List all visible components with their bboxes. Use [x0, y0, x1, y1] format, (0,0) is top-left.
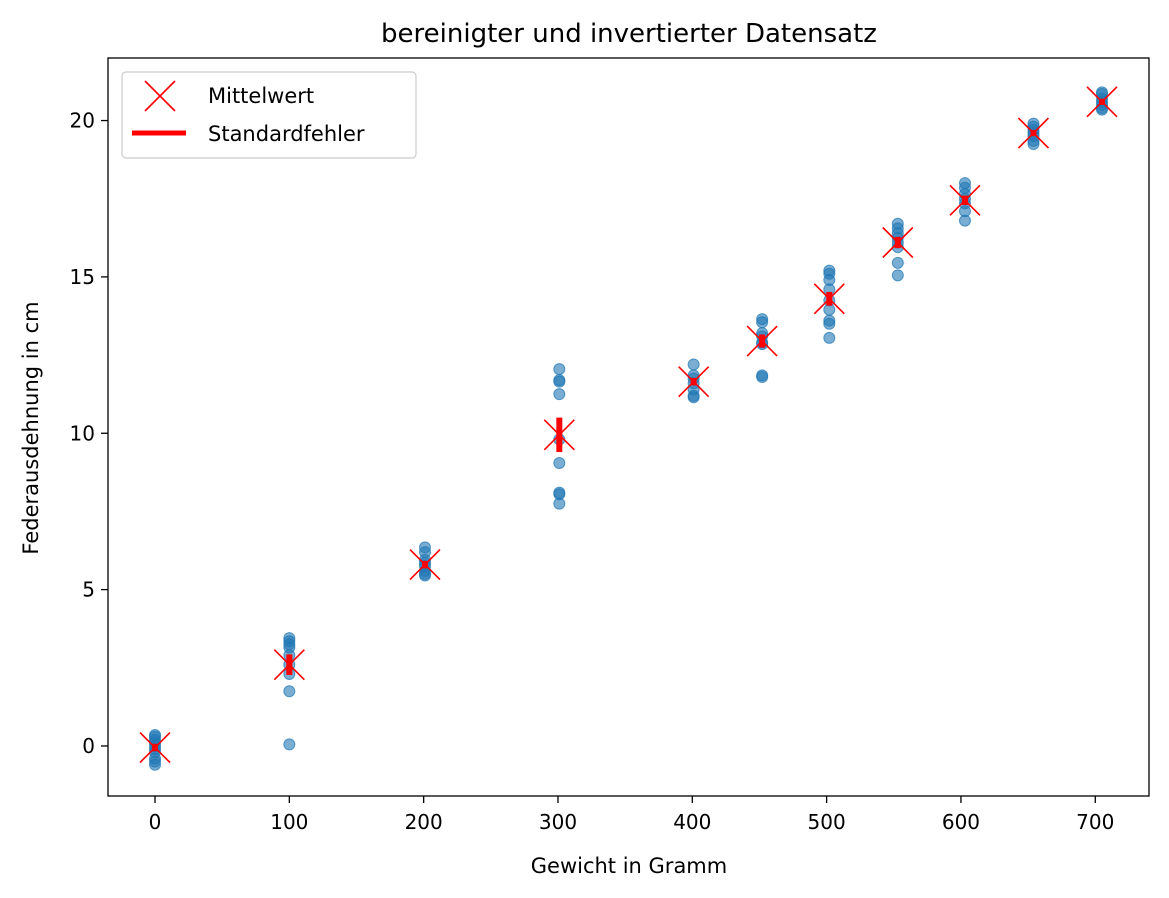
- mean-x-marker: [273, 649, 305, 681]
- legend-mean-x-marker: [144, 80, 176, 112]
- measurement-point: [553, 456, 566, 469]
- mean-x-marker: [409, 549, 441, 581]
- y-tick-label: 20: [70, 109, 95, 133]
- y-tick-label: 15: [70, 265, 95, 289]
- x-tick-label: 300: [539, 810, 577, 834]
- x-tick-label: 200: [405, 810, 443, 834]
- x-tick-label: 700: [1076, 810, 1114, 834]
- mean-x-marker: [813, 283, 845, 315]
- measurement-point: [553, 388, 566, 401]
- mean-x-marker: [1017, 117, 1050, 149]
- chart-title: bereinigter und invertierter Datensatz: [381, 19, 877, 49]
- y-tick-label: 5: [82, 578, 95, 602]
- measurement-point: [891, 269, 904, 282]
- measurement-point: [553, 497, 566, 510]
- measurement-point: [756, 370, 769, 383]
- measurement-point: [553, 375, 566, 388]
- x-tick-label: 0: [149, 810, 162, 834]
- x-tick-label: 100: [270, 810, 308, 834]
- measurement-point: [823, 331, 836, 344]
- legend-label-mean: Mittelwert: [208, 84, 314, 108]
- measurement-point: [687, 358, 700, 371]
- legend-label-error: Standardfehler: [208, 122, 365, 146]
- measurement-point: [553, 363, 566, 376]
- x-axis-label: Gewicht in Gramm: [531, 854, 727, 878]
- measurement-point: [823, 317, 836, 330]
- measurement-point: [283, 685, 296, 698]
- measurement-point: [1027, 137, 1040, 150]
- measurement-point: [687, 391, 700, 404]
- mean-x-marker: [746, 325, 778, 357]
- measurement-point: [283, 738, 296, 751]
- axis-ticks: 0 100 200 300 400 500 600 700 0 5 10 15 20: [70, 109, 1115, 834]
- mean-x-marker: [543, 419, 575, 451]
- measurement-point: [891, 256, 904, 269]
- mean-x-marker: [139, 731, 171, 764]
- measurement-point: [823, 303, 836, 316]
- mean-x-marker: [882, 226, 914, 259]
- mean-x-marker: [1086, 86, 1118, 118]
- y-tick-label: 10: [70, 421, 95, 445]
- y-axis-label: Federausdehnung in cm: [19, 301, 43, 554]
- x-tick-label: 500: [808, 810, 846, 834]
- axes-frame: [107, 57, 1150, 797]
- measurement-point: [756, 316, 769, 329]
- measurement-point: [958, 214, 971, 227]
- measurement-point: [419, 569, 432, 582]
- y-tick-label: 0: [82, 734, 95, 758]
- legend-box: [121, 71, 417, 159]
- x-tick-label: 400: [673, 810, 711, 834]
- mean-x-marker: [678, 366, 710, 398]
- measurement-point: [149, 758, 162, 771]
- legend: Mittelwert Standardfehler: [121, 71, 417, 159]
- x-tick-label: 600: [942, 810, 980, 834]
- plot-area: [139, 86, 1118, 771]
- mean-x-marker: [949, 184, 981, 216]
